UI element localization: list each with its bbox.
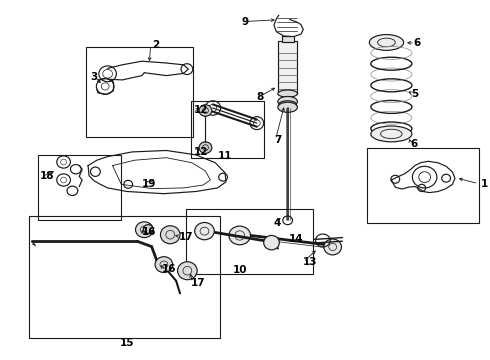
Text: 7: 7 — [274, 135, 281, 145]
Ellipse shape — [199, 142, 212, 153]
Bar — [86, 47, 193, 137]
Ellipse shape — [279, 101, 296, 108]
Text: 16: 16 — [161, 264, 176, 274]
Ellipse shape — [144, 225, 153, 233]
Text: 2: 2 — [151, 40, 159, 50]
Text: 12: 12 — [194, 147, 208, 157]
Ellipse shape — [195, 222, 214, 240]
Text: 18: 18 — [40, 171, 54, 181]
Bar — [191, 101, 264, 158]
Ellipse shape — [177, 262, 197, 280]
Text: 15: 15 — [120, 338, 134, 348]
Bar — [38, 155, 122, 220]
Ellipse shape — [264, 235, 279, 250]
Bar — [367, 148, 479, 223]
Text: 12: 12 — [194, 105, 208, 115]
Ellipse shape — [278, 96, 297, 107]
Bar — [29, 216, 220, 338]
Ellipse shape — [278, 90, 297, 97]
Text: 5: 5 — [411, 89, 418, 99]
Ellipse shape — [371, 126, 412, 142]
Text: 6: 6 — [410, 139, 417, 149]
Text: 19: 19 — [142, 179, 156, 189]
Text: 8: 8 — [257, 92, 264, 102]
Text: 6: 6 — [414, 38, 420, 48]
Ellipse shape — [229, 226, 250, 245]
Text: 4: 4 — [274, 218, 281, 228]
Ellipse shape — [369, 35, 404, 50]
Bar — [186, 209, 313, 274]
Text: 1: 1 — [481, 179, 488, 189]
Text: 10: 10 — [232, 265, 247, 275]
Ellipse shape — [160, 226, 180, 244]
Ellipse shape — [136, 222, 153, 238]
Text: 3: 3 — [91, 72, 98, 82]
Text: 13: 13 — [302, 257, 317, 267]
Text: 11: 11 — [218, 150, 232, 161]
Text: 14: 14 — [289, 234, 303, 244]
Ellipse shape — [155, 257, 172, 273]
Text: 9: 9 — [241, 17, 248, 27]
Text: 17: 17 — [178, 231, 193, 242]
Text: 17: 17 — [191, 278, 205, 288]
Bar — [278, 41, 297, 94]
Text: 16: 16 — [142, 227, 156, 237]
Ellipse shape — [324, 239, 342, 255]
Bar — [282, 36, 294, 42]
Ellipse shape — [199, 105, 212, 116]
Ellipse shape — [278, 102, 297, 112]
